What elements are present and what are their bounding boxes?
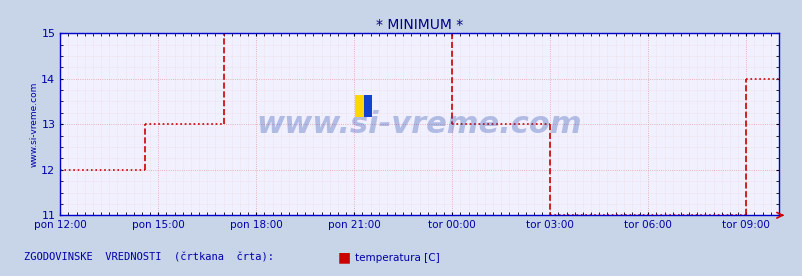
Bar [354, 95, 363, 117]
Text: temperatura [C]: temperatura [C] [354, 253, 439, 263]
Y-axis label: www.si-vreme.com: www.si-vreme.com [30, 81, 38, 167]
Title: * MINIMUM *: * MINIMUM * [375, 18, 463, 32]
Text: www.si-vreme.com: www.si-vreme.com [257, 110, 581, 139]
Text: ZGODOVINSKE  VREDNOSTI  (črtkana  črta):: ZGODOVINSKE VREDNOSTI (črtkana črta): [24, 253, 273, 263]
Text: ■: ■ [337, 250, 350, 264]
Bar [363, 95, 371, 117]
